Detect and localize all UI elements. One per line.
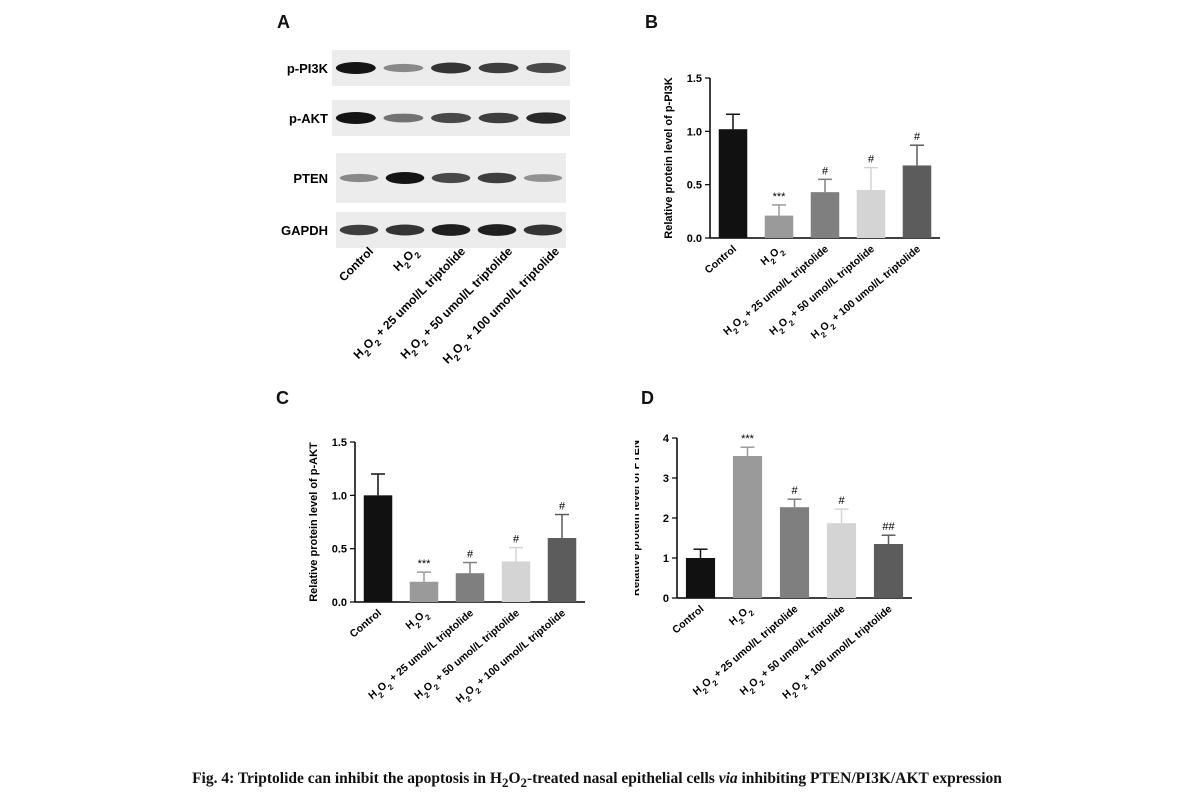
panel-letter-a: A [277,12,290,32]
blot-band [431,172,471,184]
blot-band [478,62,519,74]
bar-1 [764,215,794,238]
band-label-1: p-AKT [289,111,328,126]
y-tick-label: 0.0 [332,597,347,609]
y-tick-label: 1.0 [687,126,702,138]
significance-label: # [838,495,845,507]
caption-prefix: Fig. 4: Triptolide can inhibit the apopt… [192,770,502,787]
y-tick-label: 3 [663,473,669,485]
blot-band [385,172,425,184]
blot-band [478,112,519,124]
bar-3 [856,190,886,238]
blot-band [523,224,563,236]
bar-0 [685,558,716,598]
band-label-3: GAPDH [281,223,328,238]
blot-band [335,112,376,124]
y-axis-label: Relative protein level of PTEN [635,440,642,596]
bar-4 [873,544,904,598]
blot-band [431,224,471,236]
blot-band [339,224,379,236]
significance-label: *** [773,191,787,203]
y-tick-label: 1.5 [332,437,347,449]
y-tick-label: 0.0 [687,233,702,245]
band-label-2: PTEN [293,171,328,186]
caption-sub-1: 2 [502,775,509,791]
bar-4 [547,538,577,602]
significance-label: *** [418,558,432,570]
significance-label: *** [741,433,755,445]
bar-3 [826,523,857,598]
bar-0 [718,129,748,238]
bar-2 [455,573,485,602]
significance-label: # [513,534,520,546]
y-axis-label: Relative protein level of p-PI3K [663,77,675,238]
caption-mid-2: -treated nasal epithelial cells [526,770,719,787]
y-tick-label: 0.5 [687,180,702,192]
category-label-1: H2O2 [403,607,432,635]
significance-label: # [467,549,474,561]
category-label-1: H2O2 [758,243,787,271]
caption-italic: via [718,770,738,787]
significance-label: # [868,154,875,166]
lane-label-0: Control [336,244,376,284]
y-tick-label: 1.5 [687,73,702,85]
significance-label: ## [882,521,895,533]
blot-band [383,63,424,73]
chart-p-pi3k: 0.0 0.5 1.0 1.5 Relative protein level of p-… [663,73,940,342]
significance-label: # [559,501,566,513]
band-label-0: p-PI3K [287,61,329,76]
y-tick-label: 1.0 [332,490,347,502]
bar-1 [732,456,763,598]
blot-band [383,113,424,123]
panel-letter-b: B [645,12,658,32]
y-tick-label: 0.5 [332,544,347,556]
caption-mid-1: O [508,770,521,787]
bar-3 [501,561,531,602]
blot-band [431,112,471,124]
panel-letter-c: C [276,388,289,408]
y-tick-label: 0 [663,593,669,605]
panel-letter-d: D [641,388,654,408]
lane-label-1: H2O2 [390,244,423,277]
bar-1 [409,581,439,602]
significance-label: # [822,165,829,177]
bar-2 [779,507,810,598]
bar-0 [363,495,393,602]
chart-pten: 0 1 2 3 4 Relative protein level of PTEN Contr… [635,433,912,702]
category-label-0: Control [348,607,384,640]
significance-label: # [914,131,921,143]
chart-p-akt: 0.0 0.5 1.0 1.5 Relative protein level of p-… [308,437,585,706]
y-tick-label: 1 [663,553,669,565]
category-label-1: H2O2 [727,603,756,631]
blot-band [526,62,567,74]
caption-suffix: inhibiting PTEN/PI3K/AKT expression [737,770,1002,787]
blot-band [477,172,517,184]
blot-band [385,224,425,236]
y-tick-label: 4 [663,433,670,445]
blot-band [431,62,471,74]
blot-band [523,174,563,182]
blot-band [526,112,567,124]
bar-2 [810,192,840,238]
blot-band [335,62,376,74]
blot-band [339,173,379,183]
category-label-0: Control [670,603,706,636]
bar-4 [902,165,932,238]
figure-caption: Fig. 4: Triptolide can inhibit the apopt… [0,770,1194,791]
category-label-0: Control [703,243,739,276]
y-axis-label: Relative protein level of p-AKT [308,442,320,602]
significance-label: # [791,485,798,497]
caption-sub-2: 2 [520,775,527,791]
y-tick-label: 2 [663,513,669,525]
blot-band [477,224,517,236]
